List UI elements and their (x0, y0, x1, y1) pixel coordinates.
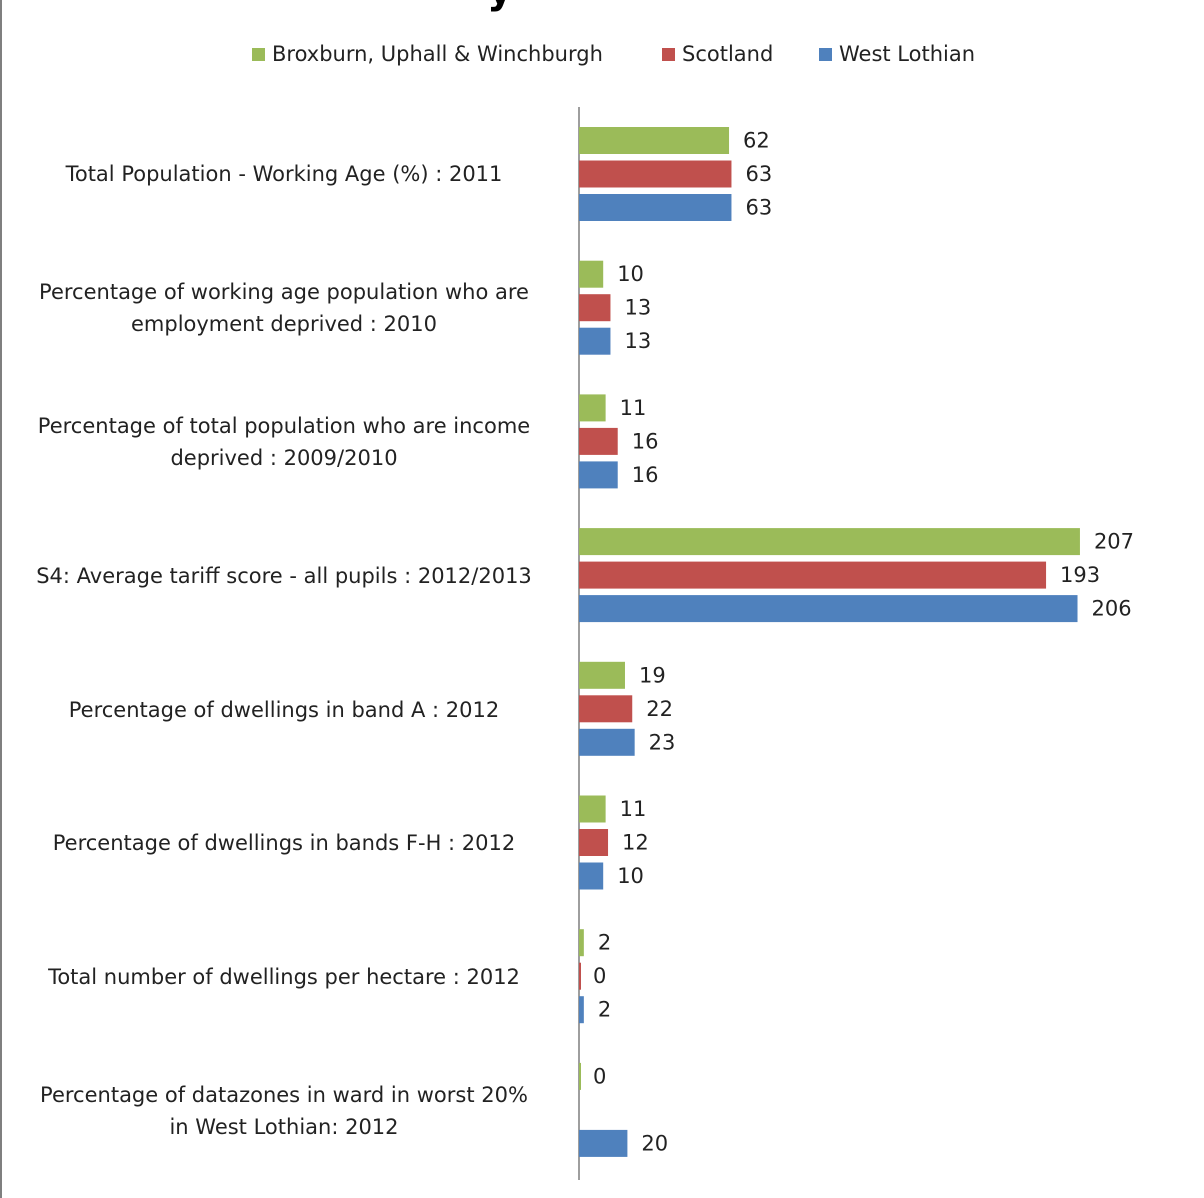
legend-swatch-broxburn (252, 47, 265, 61)
bar-scotland-6 (579, 962, 581, 990)
legend-label-scotland: Scotland (682, 42, 774, 66)
bar-west-lothian-6 (579, 996, 584, 1024)
data-label-broxburn-4: 19 (639, 663, 666, 687)
bar-scotland-5 (579, 829, 609, 856)
legend-swatch-scotland (662, 47, 675, 61)
data-label-west-lothian-1: 13 (624, 329, 651, 353)
legend-label-broxburn: Broxburn, Uphall & Winchburgh (272, 42, 603, 66)
data-label-west-lothian-3: 206 (1092, 597, 1132, 621)
data-label-scotland-0: 63 (745, 162, 772, 186)
data-label-broxburn-6: 2 (598, 931, 611, 955)
chart-legend: Broxburn, Uphall & Winchburgh Scotland W… (0, 38, 1204, 70)
data-label-west-lothian-0: 63 (745, 196, 772, 220)
category-label-datazones-worst-20: Percentage of datazones in ward in worst… (40, 1083, 528, 1139)
bar-west-lothian-2 (579, 461, 618, 489)
data-label-scotland-6: 0 (593, 964, 606, 988)
category-label-employment-deprived: Percentage of working age population who… (39, 280, 529, 336)
bar-west-lothian-4 (579, 728, 635, 756)
category-label-tariff-score: S4: Average tariff score - all pupils : … (36, 564, 532, 588)
bar-broxburn-7 (579, 1062, 581, 1090)
data-label-scotland-5: 12 (622, 831, 649, 855)
data-label-scotland-2: 16 (632, 429, 659, 453)
data-label-scotland-4: 22 (646, 697, 673, 721)
legend-label-west-lothian: West Lothian (839, 42, 976, 66)
bar-scotland-2 (579, 427, 618, 455)
bar-scotland-1 (579, 294, 611, 322)
data-label-broxburn-1: 10 (617, 262, 644, 286)
category-label-working-age: Total Population - Working Age (%) : 201… (65, 162, 503, 186)
bar-broxburn-6 (579, 929, 584, 957)
category-label-dwellings-per-hectare: Total number of dwellings per hectare : … (48, 965, 520, 989)
bar-broxburn-4 (579, 661, 625, 689)
data-label-scotland-3: 193 (1060, 563, 1100, 587)
category-label-band-a: Percentage of dwellings in band A : 2012 (68, 698, 500, 722)
legend-item-west-lothian: West Lothian (819, 38, 975, 70)
legend-item-broxburn: Broxburn, Uphall & Winchburgh (252, 38, 603, 70)
bar-scotland-0 (579, 160, 732, 188)
data-label-broxburn-0: 62 (743, 129, 770, 153)
legend-item-scotland: Scotland (662, 38, 773, 70)
data-label-west-lothian-7: 20 (641, 1131, 668, 1155)
bar-broxburn-0 (579, 127, 730, 154)
category-label-bands-f-h: Percentage of dwellings in bands F-H : 2… (52, 831, 516, 855)
bar-west-lothian-5 (579, 862, 604, 890)
bar-broxburn-1 (579, 260, 604, 288)
data-label-west-lothian-4: 23 (649, 730, 676, 754)
bar-scotland-3 (579, 561, 1047, 589)
legend-swatch-west-lothian (819, 47, 832, 61)
data-label-broxburn-3: 207 (1094, 530, 1134, 554)
bar-west-lothian-3 (579, 595, 1078, 623)
bar-west-lothian-0 (579, 194, 732, 221)
bar-west-lothian-7 (579, 1129, 628, 1157)
data-label-broxburn-5: 11 (620, 797, 647, 821)
data-label-scotland-1: 13 (624, 296, 651, 320)
bar-west-lothian-1 (579, 327, 611, 355)
bar-broxburn-5 (579, 795, 606, 823)
data-label-broxburn-2: 11 (620, 396, 647, 420)
bar-broxburn-2 (579, 394, 606, 422)
bar-scotland-4 (579, 695, 633, 723)
data-label-broxburn-7: 0 (593, 1064, 606, 1088)
data-label-west-lothian-5: 10 (617, 864, 644, 888)
bar-broxburn-3 (579, 528, 1080, 556)
data-label-west-lothian-2: 16 (632, 463, 659, 487)
title-fragment: y (487, 0, 547, 10)
data-label-west-lothian-6: 2 (598, 998, 611, 1022)
category-label-income-deprived: Percentage of total population who are i… (37, 414, 531, 470)
